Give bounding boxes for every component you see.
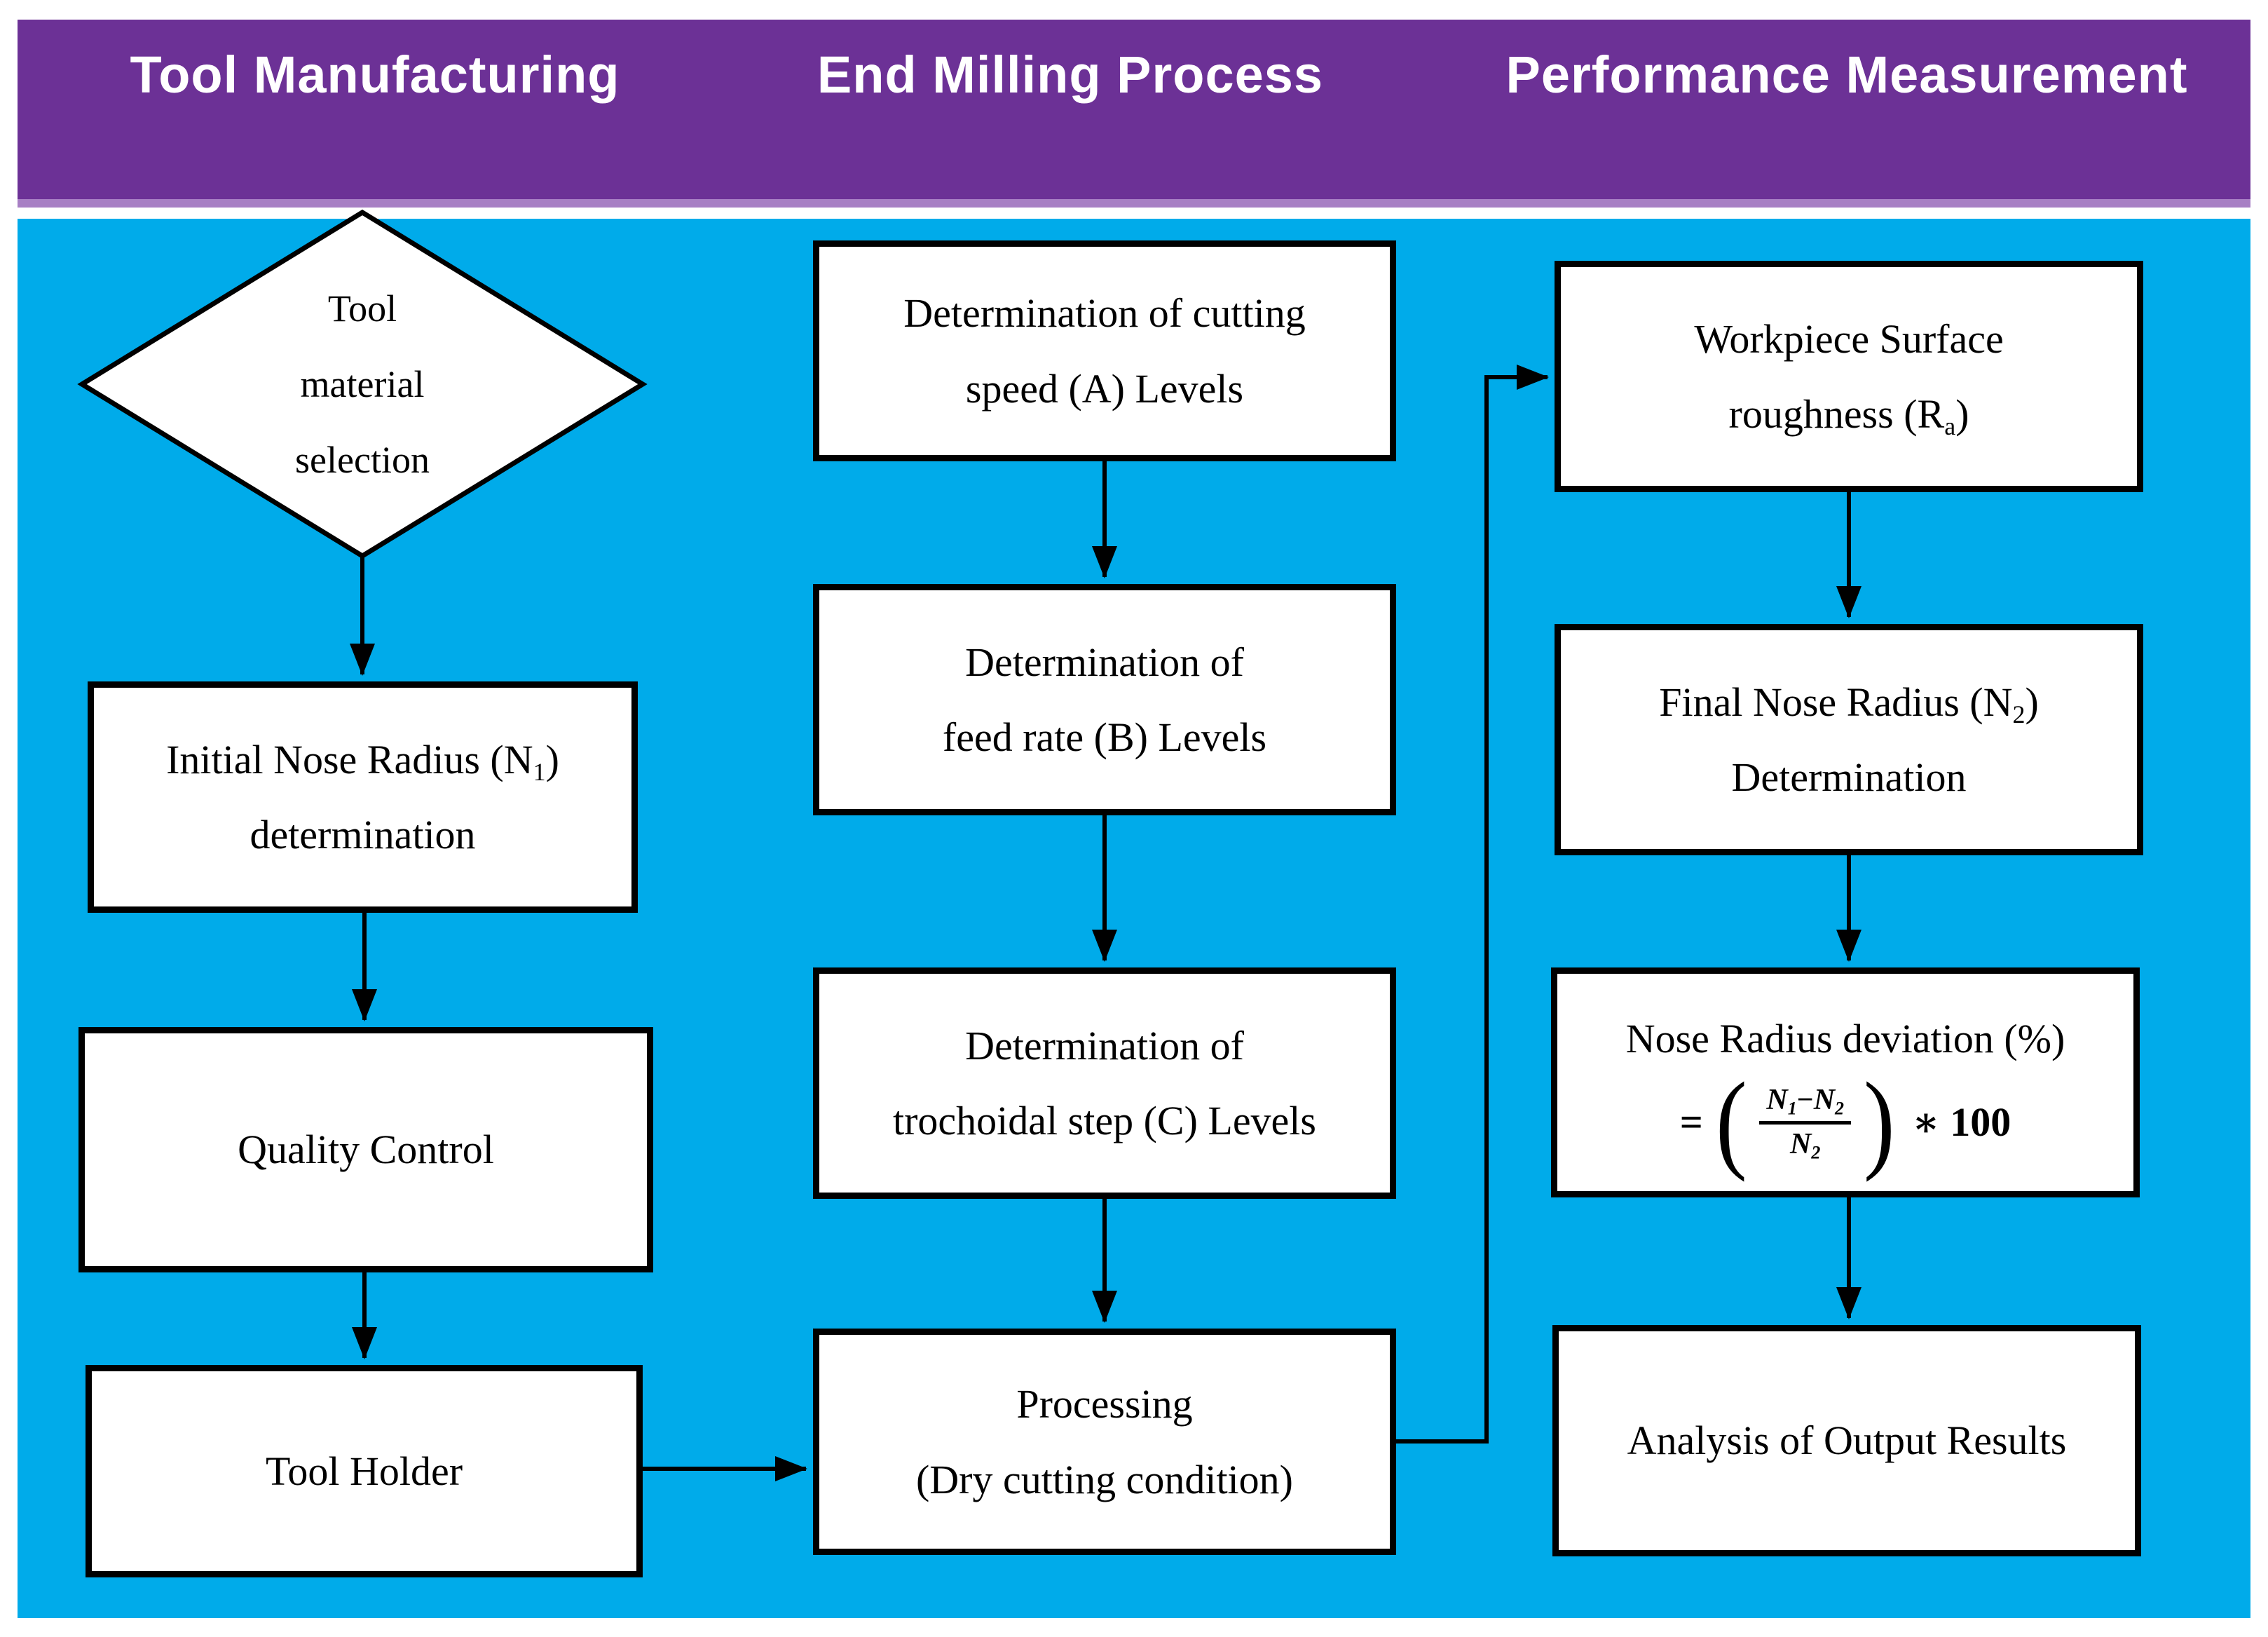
- diamond-tool-material-selection-shape: [77, 209, 648, 559]
- node-text: Nose Radius deviation (%): [1625, 1016, 2065, 1062]
- node-text: determination: [250, 812, 476, 857]
- node-text: Determination of: [965, 639, 1244, 685]
- header-band: Tool Manufacturing End Milling Process P…: [18, 20, 2250, 208]
- node-text: Workpiece Surface: [1694, 315, 2004, 362]
- node-text: Processing: [1016, 1381, 1193, 1427]
- fraction-numerator: N1−N2: [1759, 1083, 1852, 1125]
- node-text: Determination of cutting: [903, 290, 1306, 337]
- fraction: N1−N2 N2: [1759, 1083, 1852, 1163]
- node-text: speed (A) Levels: [965, 365, 1244, 412]
- node-trochoidal-step-levels: Determination of trochoidal step (C) Lev…: [813, 967, 1396, 1199]
- header-label-tool-manufacturing: Tool Manufacturing: [130, 46, 620, 104]
- node-text: Tool Holder: [265, 1448, 463, 1494]
- diamond-line: Tool: [327, 287, 397, 330]
- node-text: Quality Control: [238, 1127, 494, 1173]
- fraction-denominator: N2: [1790, 1128, 1821, 1163]
- arrow-processing-to-surface-roughness-elbow: [1396, 365, 1549, 1444]
- open-paren: (: [1715, 1060, 1747, 1183]
- diamond-line: material: [300, 363, 425, 405]
- node-text: (Dry cutting condition): [915, 1456, 1293, 1502]
- node-workpiece-surface-roughness: Workpiece Surface roughness (Ra): [1555, 261, 2143, 492]
- equals-sign: =: [1679, 1099, 1703, 1145]
- node-quality-control: Quality Control: [78, 1027, 653, 1272]
- header-label-performance-measurement: Performance Measurement: [1505, 46, 2188, 104]
- node-text: trochoidal step (C) Levels: [893, 1098, 1316, 1143]
- close-paren: ): [1864, 1060, 1895, 1183]
- node-initial-nose-radius: Initial Nose Radius (N1) determination: [88, 681, 638, 913]
- node-processing-dry-cutting: Processing (Dry cutting condition): [813, 1329, 1396, 1555]
- node-text: feed rate (B) Levels: [942, 714, 1267, 760]
- node-text: Initial Nose Radius (N1): [166, 736, 559, 786]
- header-label-end-milling-process: End Milling Process: [817, 46, 1324, 104]
- node-tool-holder: Tool Holder: [86, 1365, 643, 1577]
- node-text: Determination of: [965, 1022, 1244, 1068]
- node-tool-material-selection: Tool material selection: [222, 271, 503, 498]
- deviation-formula: = ( N1−N2 N2 ) ∗ 100: [1679, 1060, 2011, 1183]
- node-text: Final Nose Radius (N2): [1659, 679, 2039, 728]
- node-text: roughness (Ra): [1728, 391, 1969, 441]
- node-text: Analysis of Output Results: [1627, 1418, 2067, 1464]
- node-final-nose-radius: Final Nose Radius (N2) Determination: [1555, 624, 2143, 855]
- node-analysis-output-results: Analysis of Output Results: [1552, 1325, 2141, 1556]
- diamond-line: selection: [295, 439, 430, 481]
- node-cutting-speed-levels: Determination of cutting speed (A) Level…: [813, 240, 1396, 461]
- times-100: ∗ 100: [1911, 1099, 2011, 1145]
- node-nose-radius-deviation: Nose Radius deviation (%) = ( N1−N2 N2 )…: [1551, 967, 2140, 1197]
- node-text: Determination: [1731, 754, 1967, 800]
- node-feed-rate-levels: Determination of feed rate (B) Levels: [813, 584, 1396, 815]
